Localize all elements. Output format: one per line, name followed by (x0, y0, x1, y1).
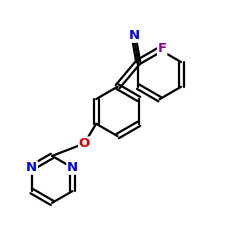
Text: N: N (129, 29, 140, 42)
Text: F: F (158, 42, 167, 55)
Text: N: N (67, 161, 78, 174)
Text: O: O (78, 137, 90, 150)
Text: N: N (26, 161, 37, 174)
